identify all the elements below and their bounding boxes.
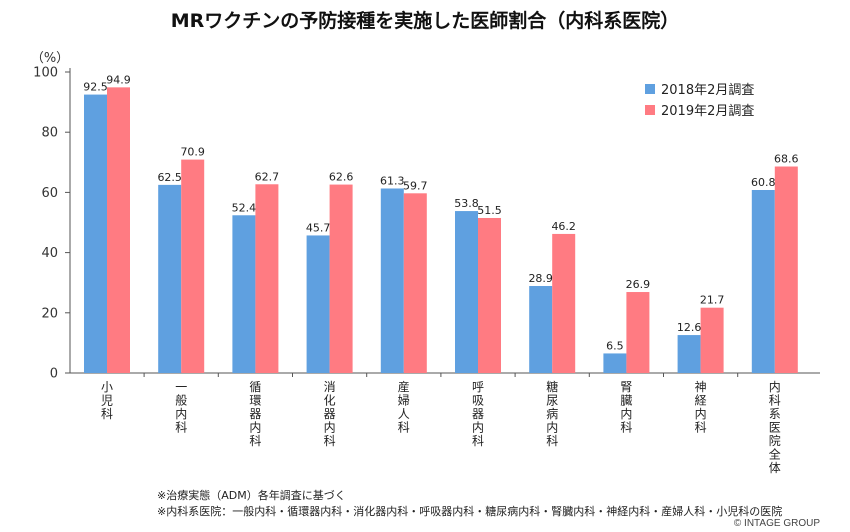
chart-title: MRワクチンの予防接種を実施した医師割合（内科系医院）	[170, 10, 680, 32]
label-layer: 92.594.9 小児科 62.5 70.9 一般内科 52.4 62.7 循環器内科 45.7…	[83, 73, 798, 475]
footnote-definition: ※内科系医院：一般内科・循環器内科・消化器内科・呼吸器内科・糖尿病内科・腎臓内科…	[157, 505, 783, 518]
data-label: 62.5	[157, 171, 182, 184]
y-tick-label: 100	[33, 66, 58, 81]
data-label: 60.8	[751, 176, 776, 189]
bar	[552, 233, 576, 373]
bar	[774, 166, 798, 373]
axis-layer: （%） 0 20 40 60 80 100	[31, 51, 820, 382]
y-tick-label: 0	[50, 367, 58, 382]
bar	[329, 184, 353, 373]
bar	[181, 159, 205, 373]
bar	[403, 193, 427, 373]
bar	[677, 335, 701, 373]
category-label: 糖尿病内科	[546, 379, 558, 448]
data-label: 62.7	[255, 170, 280, 183]
y-tick-label: 40	[41, 246, 58, 261]
bar	[455, 211, 478, 373]
y-tick-label: 80	[41, 126, 58, 141]
category-label: 腎臓内科	[620, 380, 632, 435]
bar	[380, 188, 404, 373]
data-label: 53.8	[454, 197, 479, 210]
bar	[158, 184, 182, 373]
footnote-source: ※治療実態（ADM）各年調査に基づく	[157, 489, 346, 502]
bar	[84, 94, 107, 373]
data-label: 92.5	[83, 81, 108, 94]
legend: 2018年2月調査 2019年2月調査	[645, 83, 754, 119]
data-label: 6.5	[606, 339, 624, 352]
data-label: 12.6	[677, 321, 702, 334]
data-label: 45.7	[306, 221, 331, 234]
data-label: 68.6	[774, 153, 799, 166]
category-label: 一般内科	[175, 380, 187, 435]
data-label: 61.3	[380, 174, 405, 187]
data-label: 21.7	[700, 294, 725, 307]
y-tick-label: 20	[41, 306, 58, 321]
data-label: 52.4	[232, 201, 257, 214]
data-label: 26.9	[626, 278, 651, 291]
bar	[529, 286, 553, 373]
y-axis-unit-label: （%）	[31, 51, 69, 66]
data-label: 94.9	[106, 73, 131, 86]
category-label: 小児科	[101, 380, 113, 421]
legend-swatch	[645, 105, 655, 115]
data-label: 59.7	[403, 179, 428, 192]
bar	[107, 87, 130, 373]
legend-swatch	[645, 84, 655, 94]
copyright: © INTAGE GROUP	[733, 518, 820, 529]
y-tick-label: 60	[41, 186, 58, 201]
bar	[751, 189, 775, 373]
category-label: 内科系医院全体	[769, 380, 781, 475]
data-label: 70.9	[180, 146, 205, 159]
legend-label: 2019年2月調査	[661, 104, 754, 119]
category-label: 循環器内科	[249, 380, 261, 448]
bar	[626, 292, 650, 373]
bar	[603, 353, 627, 373]
bar	[232, 215, 256, 373]
category-label: 呼吸器内科	[472, 380, 484, 448]
legend-label: 2018年2月調査	[661, 83, 754, 98]
data-label: 28.9	[528, 272, 553, 285]
bar	[700, 307, 724, 373]
bar	[306, 235, 330, 373]
data-label: 62.6	[329, 171, 354, 184]
bar	[478, 217, 501, 373]
data-label: 51.5	[477, 204, 502, 217]
bar	[255, 184, 279, 373]
data-label: 46.2	[551, 220, 576, 233]
category-label: 神経内科	[695, 380, 707, 435]
bar-layer	[84, 87, 798, 373]
category-label: 産婦人科	[398, 379, 410, 435]
category-label: 消化器内科	[324, 380, 336, 448]
